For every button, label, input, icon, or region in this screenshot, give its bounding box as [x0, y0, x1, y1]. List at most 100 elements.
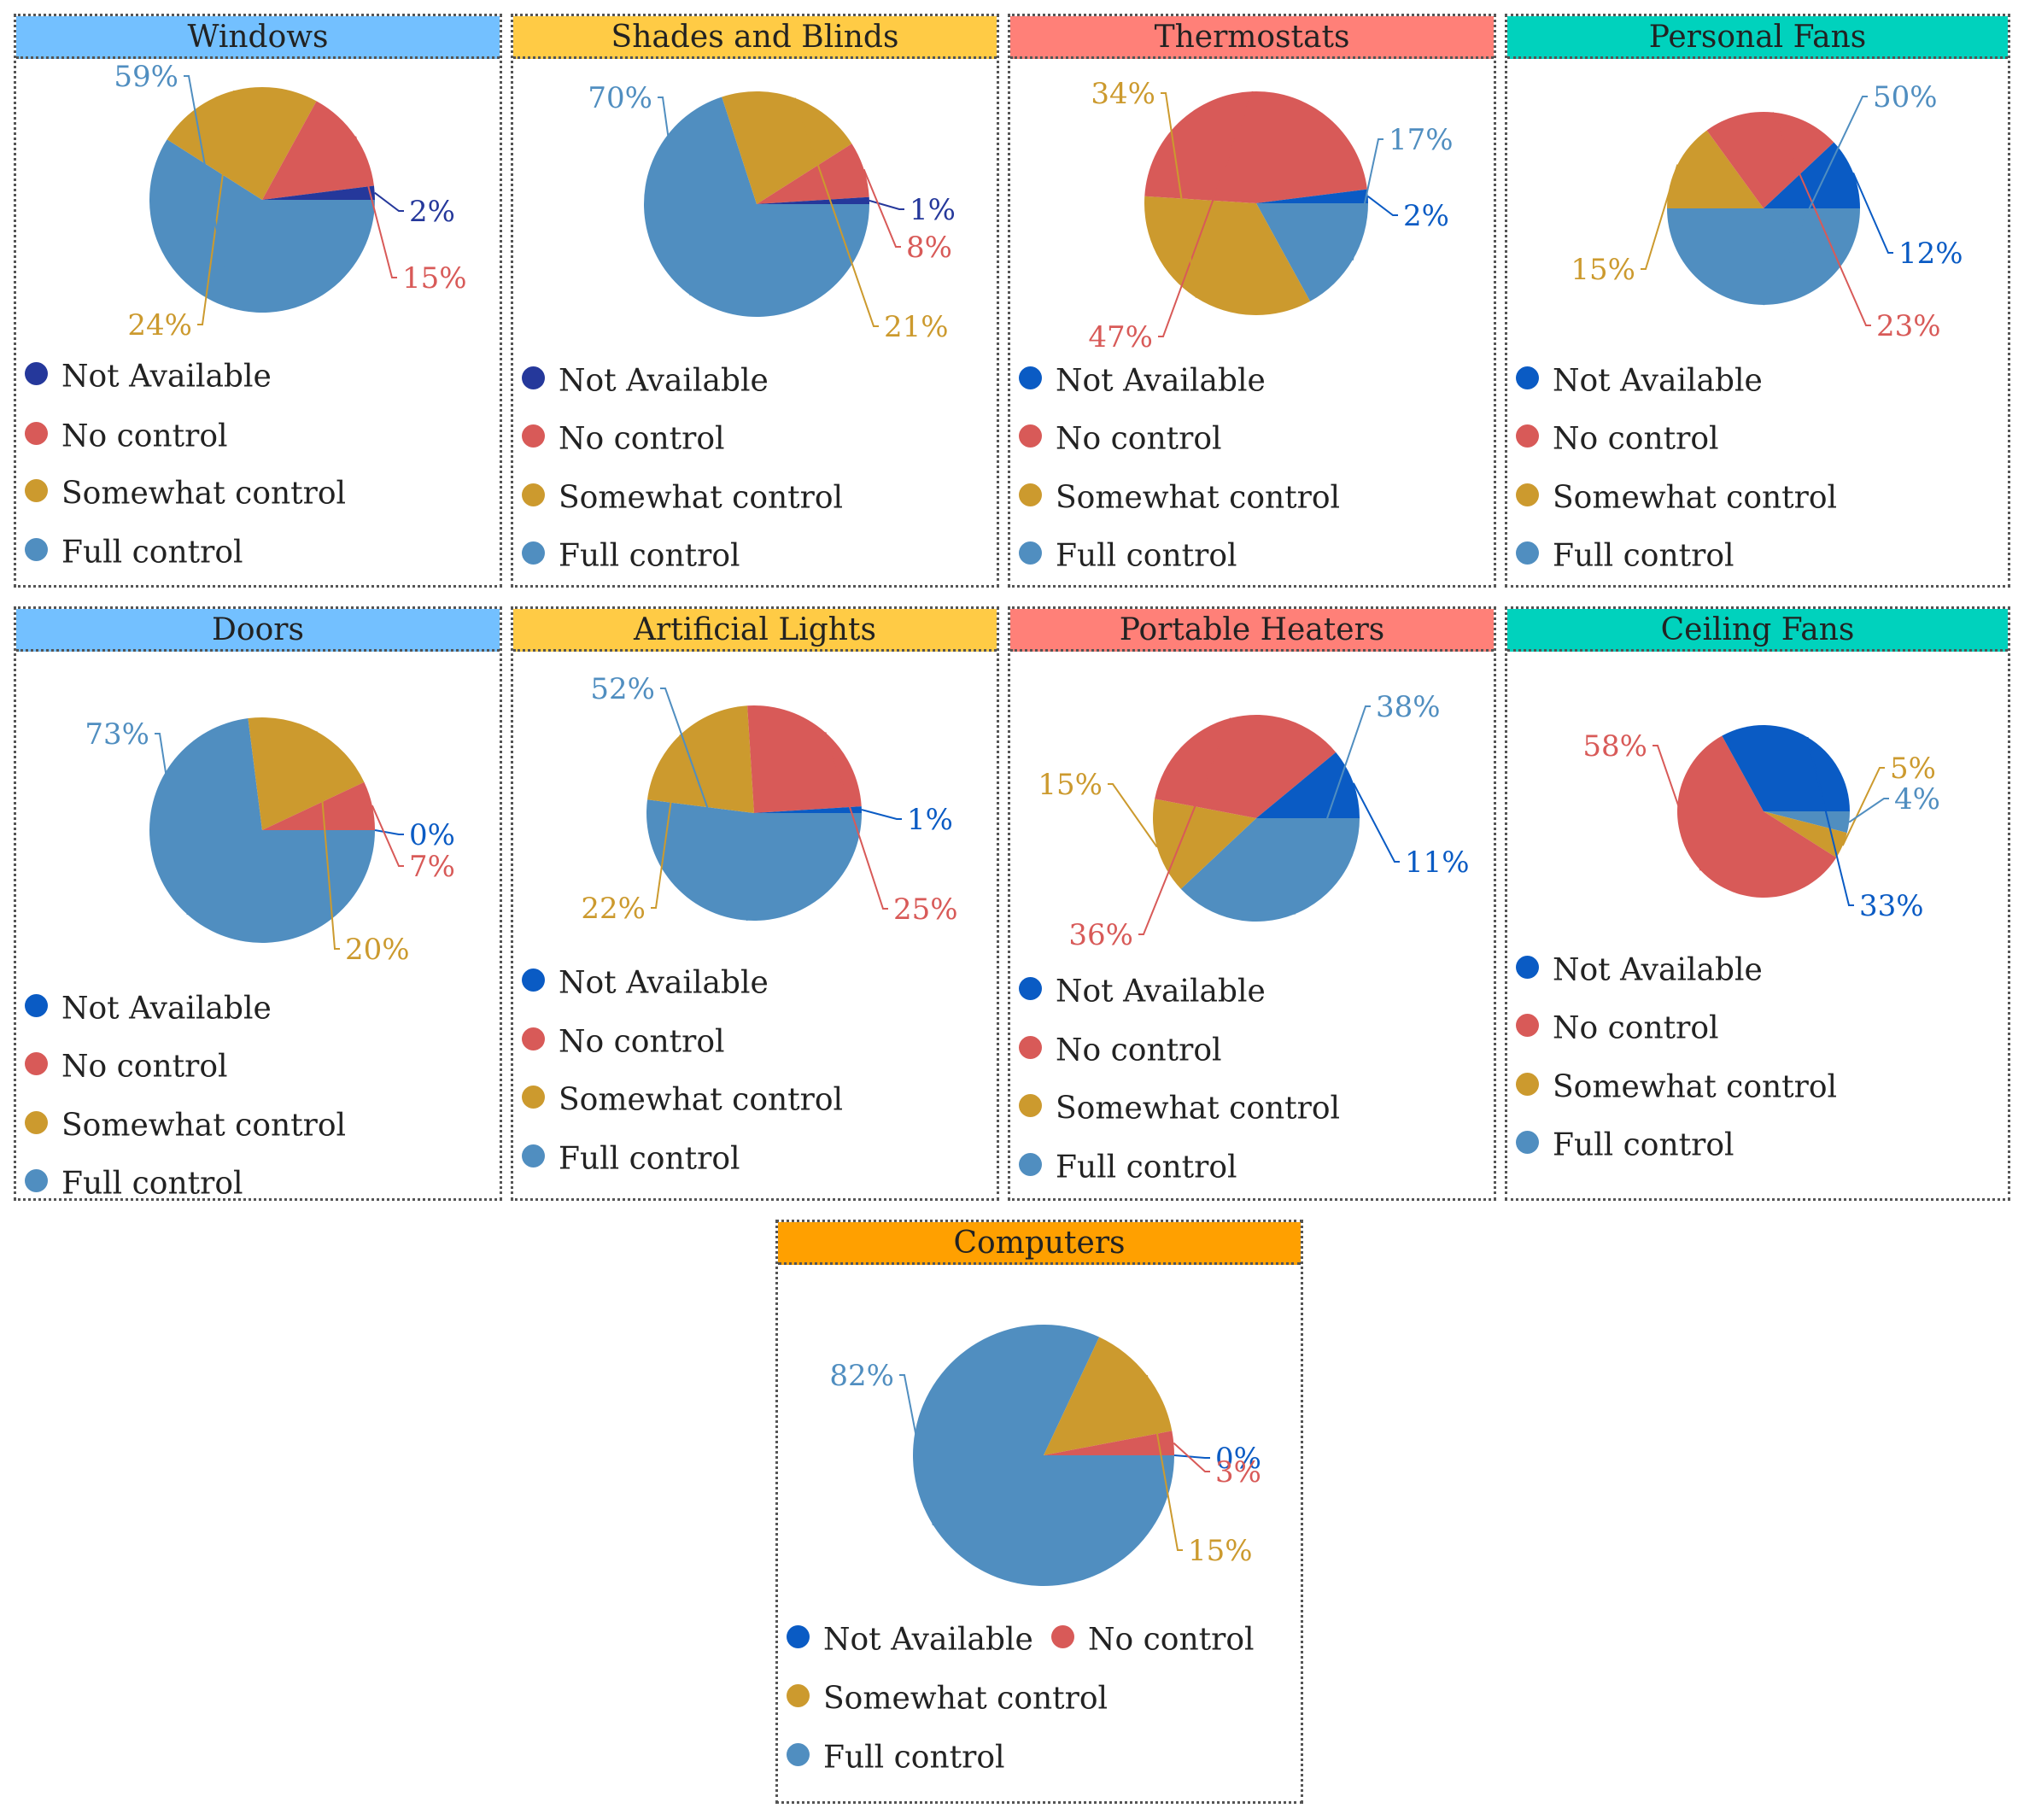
legend-marker-icon — [25, 1168, 48, 1192]
legend-marker-icon — [522, 1027, 545, 1050]
leader-line — [1161, 92, 1197, 298]
leader-line — [1173, 1454, 1210, 1459]
legend-item-not-available: Not Available — [522, 361, 769, 399]
leader-line — [863, 168, 901, 248]
legend-label: No control — [61, 1049, 228, 1085]
leader-line — [658, 97, 692, 296]
leader-line — [1173, 1442, 1210, 1472]
legend-label: No control — [559, 1024, 725, 1060]
data-label: 59% — [114, 60, 178, 94]
data-label: 73% — [85, 717, 149, 752]
pie-slice-no-control — [262, 101, 374, 200]
legend-marker-icon — [1516, 1072, 1539, 1096]
leader-line — [1145, 1375, 1183, 1551]
legend-label: No control — [1553, 421, 1719, 457]
data-label: 2% — [409, 195, 455, 229]
legend-marker-icon — [522, 541, 545, 565]
legend-marker-icon — [522, 424, 545, 448]
legend-item-not-available: Not Available — [522, 963, 769, 1001]
data-label: 15% — [1188, 1534, 1253, 1568]
legend-label: Not Available — [1553, 952, 1763, 988]
leader-line — [1352, 782, 1400, 863]
leader-line — [1653, 745, 1702, 871]
pie-slice-no-control — [1677, 735, 1837, 898]
legend-item-not-available: Not Available — [25, 989, 272, 1027]
legend-label: Somewhat control — [61, 476, 347, 512]
legend-label: Somewhat control — [823, 1681, 1109, 1717]
chart-title: Shades and Blinds — [513, 16, 997, 59]
leader-line — [354, 136, 397, 278]
pie-slice-no-control — [1044, 1431, 1174, 1455]
legend-label: Somewhat control — [559, 480, 844, 516]
pie-slice-not-available — [754, 806, 862, 813]
leader-line — [1138, 717, 1231, 935]
chart-title: Artificial Lights — [513, 609, 997, 652]
data-label: 1% — [907, 803, 953, 837]
chart-panel-shades-and-blinds: Shades and Blinds 1% 8% 21% 70% Not Availab… — [511, 14, 999, 588]
data-label: 0% — [1215, 1442, 1261, 1476]
legend-marker-icon — [25, 1110, 48, 1134]
legend-marker-icon — [522, 366, 545, 389]
pie-chart: 2% 15% 24% 59% — [114, 60, 466, 342]
legend-label: Somewhat control — [61, 1108, 347, 1144]
legend-marker-icon — [1516, 1013, 1539, 1037]
legend-label: Somewhat control — [1553, 1069, 1838, 1105]
legend-item-somewhat-control: Somewhat control — [522, 478, 843, 516]
legend-marker-icon — [787, 1624, 810, 1648]
pie-slice-somewhat-control — [646, 705, 754, 813]
pie-chart: 0%7% 20% 73% — [85, 717, 455, 967]
leader-line — [374, 191, 404, 212]
pie-chart: 1% 8% 21% 70% — [588, 81, 956, 344]
legend-label: Not Available — [559, 965, 769, 1001]
chart-panel-ceiling-fans: Ceiling Fans 33% 58% 5% 4% Not Available No … — [1505, 606, 2010, 1201]
legend-marker-icon — [25, 537, 48, 561]
legend-item-somewhat-control: Somewhat control — [787, 1679, 1108, 1717]
pie-slice-somewhat-control — [1044, 1337, 1173, 1455]
leader-line — [660, 688, 749, 922]
legend-item-full-control: Full control — [25, 533, 243, 571]
data-label: 21% — [884, 310, 949, 344]
leader-line — [869, 199, 904, 210]
legend-marker-icon — [1019, 1093, 1042, 1117]
pie-slice-no-control — [1144, 91, 1367, 203]
chart-panel-doors: Doors 0% 7% 20% 73% Not Available No control… — [14, 606, 502, 1202]
legend-marker-icon — [25, 478, 48, 502]
pie-chart: 1% 25% 22% 52% — [581, 672, 957, 927]
legend-label: Somewhat control — [1056, 480, 1341, 516]
legend-marker-icon — [1516, 955, 1539, 979]
legend-item-not-available: Not Available — [1019, 972, 1266, 1009]
legend-item-somewhat-control: Somewhat control — [1516, 1068, 1837, 1105]
legend-marker-icon — [522, 1085, 545, 1109]
pie-slice-somewhat-control — [167, 86, 317, 201]
pie-chart: 11% 36% 15% 38% — [1038, 690, 1469, 952]
pie-slice-full-control — [1256, 203, 1368, 301]
legend-label: No control — [1553, 1010, 1719, 1046]
leader-line — [315, 731, 340, 950]
legend-label: Full control — [559, 1141, 740, 1177]
data-label: 52% — [590, 672, 655, 706]
legend-item-not-available: Not Available — [25, 357, 272, 395]
legend-item-full-control: Full control — [1019, 536, 1237, 574]
legend-label: Full control — [1553, 1127, 1734, 1163]
data-label: 82% — [829, 1359, 894, 1393]
chart-title: Personal Fans — [1507, 16, 2008, 59]
legend-label: Full control — [61, 1166, 243, 1202]
legend-item-somewhat-control: Somewhat control — [25, 1106, 346, 1144]
legend-marker-icon — [25, 361, 48, 385]
chart-title: Ceiling Fans — [1507, 609, 2008, 652]
legend-label: Full control — [559, 538, 740, 574]
data-label: 17% — [1389, 123, 1454, 157]
legend-label: Full control — [1056, 538, 1237, 574]
pie-slice-somewhat-control — [248, 717, 365, 830]
pie-slice-not-available — [757, 196, 869, 204]
leader-line — [1367, 195, 1398, 216]
legend-item-not-available: Not Available — [1516, 951, 1763, 988]
leader-line — [371, 805, 404, 867]
pie-chart: 0%3% 15% 82% — [829, 1325, 1261, 1586]
data-label: 47% — [1088, 320, 1153, 354]
chart-panel-personal-fans: Personal Fans 12% 23% 15% 50% Not Available… — [1505, 14, 2010, 588]
legend-item-no-control: No control — [25, 417, 228, 454]
data-label: 4% — [1894, 782, 1940, 816]
pie-slice-not-available — [1764, 142, 1860, 208]
legend-item-no-control: No control — [1019, 419, 1222, 457]
